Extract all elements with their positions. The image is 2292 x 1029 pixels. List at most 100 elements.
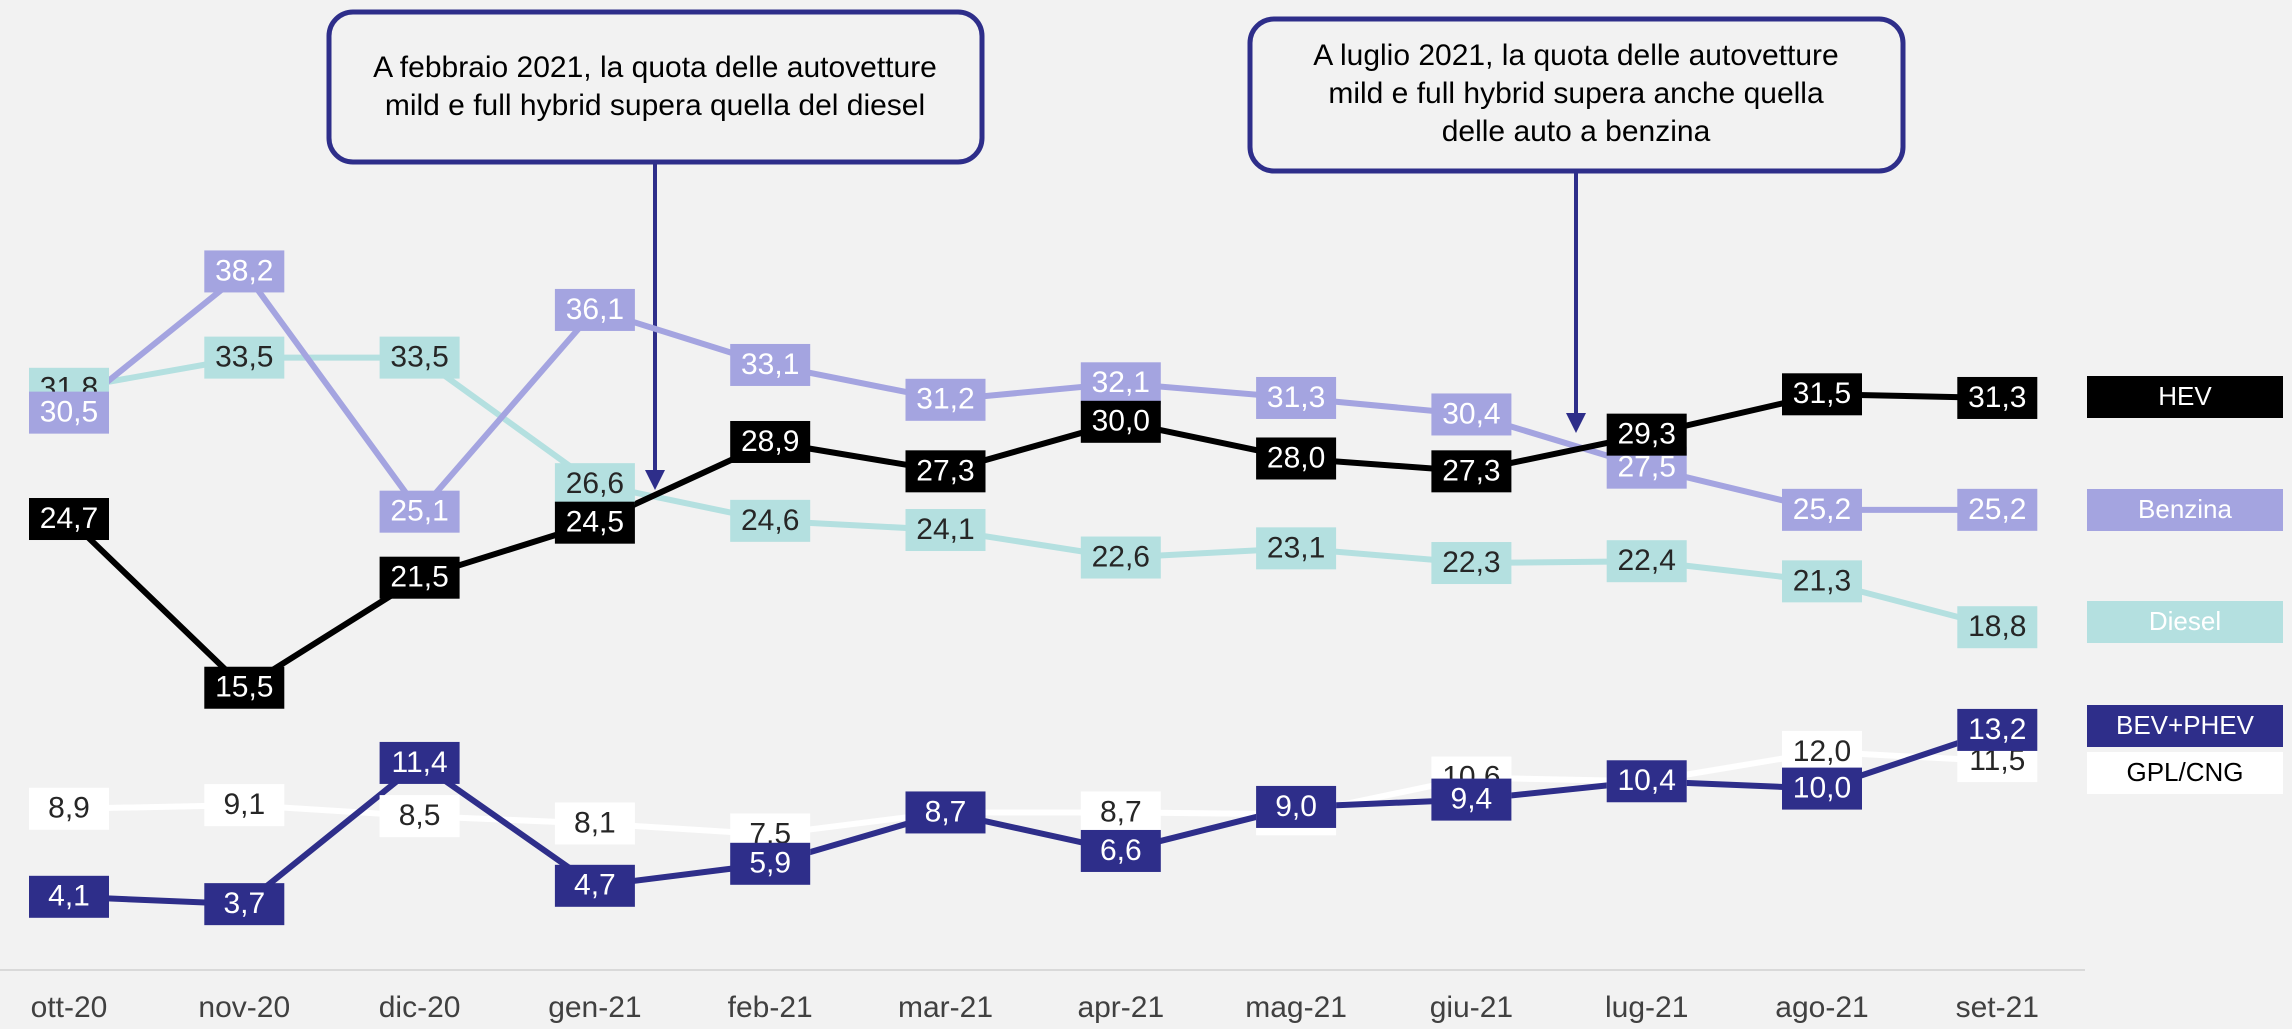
label-box (730, 499, 811, 542)
label-box (1256, 437, 1337, 480)
label-box (730, 842, 811, 885)
data-label: 26,6 (566, 467, 624, 500)
label-box (29, 787, 109, 830)
label-box (379, 741, 460, 784)
label-box (204, 666, 285, 709)
label-box (1080, 829, 1161, 872)
label-box (1957, 376, 2038, 419)
data-label: 3,7 (223, 887, 265, 920)
data-label: 27,3 (1442, 454, 1500, 487)
data-label: 36,1 (566, 293, 624, 326)
data-label: 9,0 (1275, 790, 1317, 823)
label-box (379, 490, 460, 533)
label-box (554, 864, 635, 907)
data-label: 31,3 (1968, 381, 2026, 414)
x-tick-label: ott-20 (31, 991, 108, 1024)
data-label: 5,9 (749, 847, 791, 880)
label-box (1957, 708, 2038, 751)
data-label: 27,5 (1618, 451, 1676, 484)
label-box (1782, 560, 1862, 603)
data-label: 22,4 (1618, 544, 1676, 577)
label-box (204, 336, 285, 379)
legend-swatch (2087, 705, 2283, 747)
label-box (29, 498, 109, 541)
data-label: 33,5 (390, 341, 448, 374)
x-tick-label: feb-21 (728, 991, 813, 1024)
legend-label: GPL/CNG (2126, 757, 2243, 787)
callout-arrowhead (1566, 413, 1586, 433)
data-label: 8,1 (574, 806, 616, 839)
label-box (1957, 606, 2038, 649)
data-label: 25,1 (390, 495, 448, 528)
data-label: 33,1 (741, 348, 799, 381)
label-box (1080, 400, 1161, 443)
data-label: 10,0 (1793, 772, 1851, 805)
label-box (554, 802, 635, 845)
legend-label: Diesel (2149, 606, 2221, 636)
data-label: 25,2 (1968, 493, 2026, 526)
data-label: 24,5 (566, 506, 624, 539)
data-label: 8,5 (399, 799, 441, 832)
data-label: 32,1 (1092, 366, 1150, 399)
label-box (730, 420, 811, 463)
data-label: 25,2 (1793, 493, 1851, 526)
labels: 31,833,5 33,526,624,6 24,122,6 23,1 22,3 22,4… (29, 250, 2038, 926)
data-label: 28,9 (741, 425, 799, 458)
label-box (1431, 393, 1512, 436)
label-box (1431, 542, 1512, 585)
label-box (1080, 362, 1161, 405)
label-box (379, 795, 460, 838)
data-label: 28,0 (1267, 441, 1325, 474)
data-label: 13,2 (1968, 713, 2026, 746)
data-label: 24,7 (40, 502, 98, 535)
label-box (1606, 760, 1687, 803)
x-tick-label: set-21 (1956, 991, 2039, 1024)
data-label: 27,3 (916, 454, 974, 487)
x-tick-label: lug-21 (1605, 991, 1688, 1024)
data-label: 4,7 (574, 869, 616, 902)
data-label: 38,2 (215, 254, 273, 287)
legend-swatch (2087, 601, 2283, 643)
annotation-text: mild e full hybrid supera quella del die… (385, 89, 925, 122)
label-box (905, 450, 986, 493)
data-label: 24,6 (741, 504, 799, 537)
label-box (905, 378, 986, 421)
data-label: 29,3 (1618, 418, 1676, 451)
data-label: 8,9 (48, 792, 90, 825)
data-label: 30,4 (1442, 397, 1500, 430)
annotation-text: A luglio 2021, la quota delle autovettur… (1313, 39, 1838, 72)
label-box (1782, 373, 1862, 416)
data-label: 24,1 (916, 513, 974, 546)
label-box (730, 343, 811, 386)
data-label: 8,7 (925, 795, 967, 828)
data-label: 23,1 (1267, 531, 1325, 564)
legend-label: BEV+PHEV (2116, 710, 2255, 740)
data-label: 22,3 (1442, 546, 1500, 579)
x-tick-label: apr-21 (1077, 991, 1164, 1024)
label-box (1431, 450, 1512, 493)
data-label: 15,5 (215, 671, 273, 704)
label-box (1782, 730, 1862, 773)
x-tick-label: giu-21 (1430, 991, 1513, 1024)
label-box (1782, 488, 1862, 531)
data-label: 21,3 (1793, 564, 1851, 597)
annotation-text: A febbraio 2021, la quota delle autovett… (373, 51, 937, 84)
x-tick-label: gen-21 (548, 991, 641, 1024)
legend-swatch (2087, 376, 2283, 418)
label-box (1256, 527, 1337, 570)
callout-box (326, 9, 985, 165)
label-box (29, 875, 109, 918)
data-label: 10,4 (1618, 764, 1676, 797)
label-box (379, 556, 460, 599)
label-box (1431, 778, 1512, 821)
legend-label: Benzina (2138, 494, 2232, 524)
annotation-text: mild e full hybrid supera anche quella (1328, 77, 1824, 110)
data-label: 33,5 (215, 341, 273, 374)
label-box (1080, 791, 1161, 834)
label-box (1782, 767, 1862, 810)
data-label: 9,1 (223, 788, 265, 821)
label-box (905, 791, 986, 834)
data-label: 31,3 (1267, 381, 1325, 414)
label-box (1606, 540, 1687, 583)
data-label: 12,0 (1793, 735, 1851, 768)
